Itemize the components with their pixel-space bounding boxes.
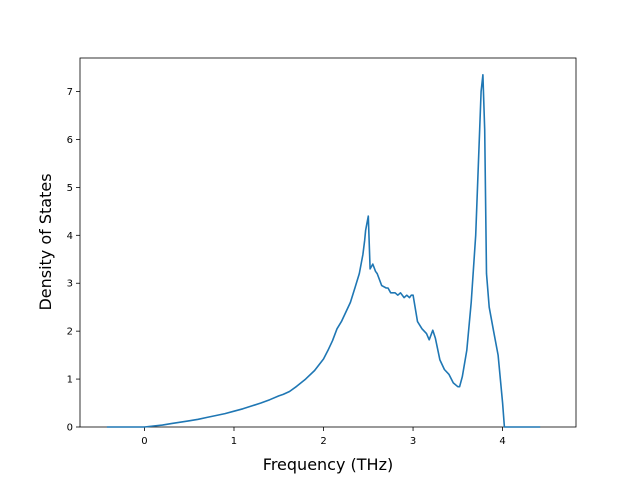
y-tick-label: 7 — [67, 87, 73, 98]
x-axis: 0 1 2 3 4 — [141, 427, 506, 447]
x-tick-label: 3 — [410, 436, 416, 447]
y-tick-label: 3 — [67, 279, 73, 290]
x-tick-label: 1 — [231, 436, 237, 447]
x-tick-label: 0 — [141, 436, 147, 447]
y-tick-label: 6 — [67, 135, 73, 146]
series-layer — [106, 74, 541, 428]
y-tick-label: 5 — [67, 183, 73, 194]
y-tick-label: 2 — [67, 327, 73, 338]
y-axis-label: Density of States — [36, 173, 55, 310]
dos-series-line — [106, 74, 541, 428]
plot-frame — [79, 57, 577, 428]
y-axis: 0 1 2 3 4 5 6 7 — [67, 87, 80, 434]
x-tick-label: 4 — [499, 436, 505, 447]
y-tick-label: 1 — [67, 375, 73, 386]
x-tick-label: 2 — [320, 436, 326, 447]
x-axis-label: Frequency (THz) — [263, 455, 393, 474]
y-tick-label: 0 — [67, 423, 73, 434]
y-tick-label: 4 — [67, 231, 73, 242]
